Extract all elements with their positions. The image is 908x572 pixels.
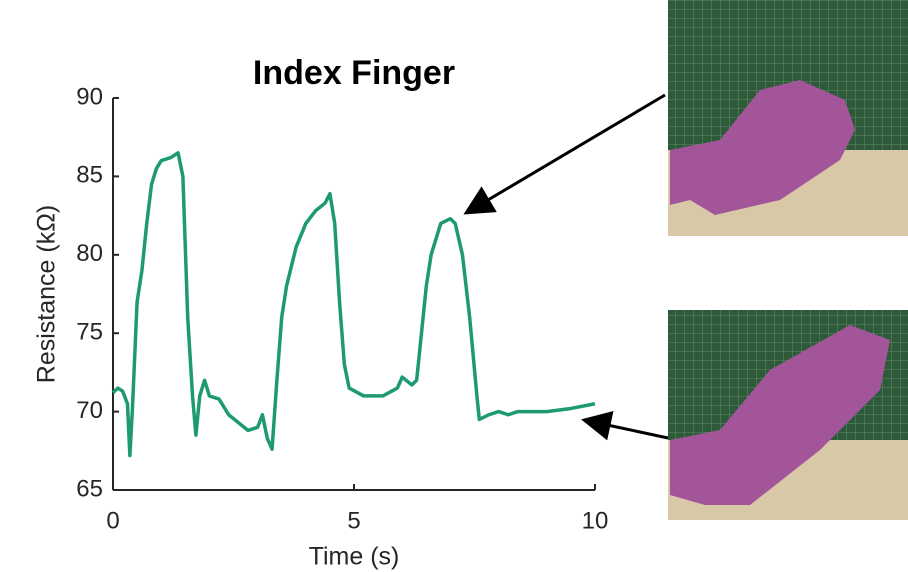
y-tick-label: 85 (76, 162, 103, 189)
x-tick-label: 10 (582, 507, 609, 534)
y-axis-label: Resistance (kΩ) (33, 205, 61, 383)
x-axis-label: Time (s) (309, 543, 400, 571)
photo-bent (668, 0, 908, 236)
chart-title: Index Finger (253, 54, 455, 92)
y-tick-label: 90 (76, 83, 103, 110)
data-line (113, 153, 595, 456)
y-tick-label: 65 (76, 475, 103, 502)
x-tick-label: 0 (106, 507, 119, 534)
page: {"chart_data": {"type": "line", "title":… (0, 0, 908, 572)
chart: Index Finger Time (s) Resistance (kΩ) 65… (0, 0, 908, 572)
y-tick-label: 75 (76, 319, 103, 346)
arrow (584, 420, 668, 438)
photo-flat (668, 310, 908, 520)
y-tick-label: 80 (76, 240, 103, 267)
x-tick-label: 5 (347, 507, 360, 534)
arrow (466, 95, 665, 213)
y-tick-label: 70 (76, 397, 103, 424)
